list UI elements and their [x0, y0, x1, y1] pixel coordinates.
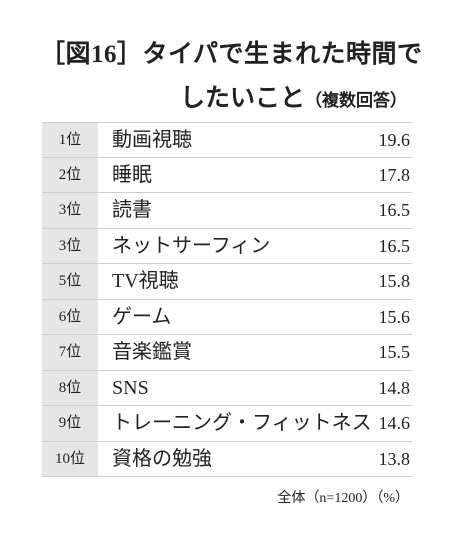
value: 14.6 — [378, 413, 411, 433]
item: 動画視聴 — [112, 129, 192, 151]
item: 音楽鑑賞 — [112, 341, 192, 363]
title-text: したいこと — [179, 85, 305, 112]
title-line2: したいこと（複数回答） — [180, 78, 407, 114]
value: 15.5 — [378, 342, 411, 362]
footer: 全体（n=1200）（%） — [277, 487, 409, 507]
table-row: 10位 資格の勉強 13.8 — [42, 441, 412, 477]
table-row: 9位 トレーニング・フィットネス 14.6 — [42, 406, 412, 442]
table-row: 3位 読書 16.5 — [42, 193, 412, 229]
rank: 1位 — [42, 123, 98, 157]
value: 16.5 — [378, 200, 411, 220]
table-row: 7位 音楽鑑賞 15.5 — [42, 335, 412, 371]
rank: 7位 — [42, 335, 98, 370]
table-row: 2位 睡眠 17.8 — [42, 157, 412, 193]
rank: 6位 — [42, 299, 98, 334]
rank: 3位 — [42, 228, 98, 263]
sample-size: 全体（n=1200） — [277, 491, 377, 506]
value: 15.6 — [378, 306, 411, 327]
item: TV視聴 — [112, 270, 179, 292]
rank: 10位 — [42, 441, 98, 476]
note: （複数回答） — [305, 91, 407, 110]
rank: 9位 — [42, 406, 98, 441]
item: 睡眠 — [112, 163, 152, 186]
table-row: 8位 SNS 14.8 — [42, 370, 412, 406]
rank: 3位 — [42, 193, 98, 228]
title: ［図16］タイパで生まれた時間で — [40, 41, 423, 68]
item: 資格の勉強 — [112, 447, 212, 470]
item: ネットサーフィン — [112, 234, 271, 257]
value: 16.5 — [378, 235, 411, 256]
unit: （%） — [376, 491, 409, 506]
table-row: 5位 TV視聴 15.8 — [42, 264, 412, 300]
item: SNS — [112, 376, 149, 399]
table-row: 6位 ゲーム 15.6 — [42, 299, 412, 335]
value: 17.8 — [378, 164, 411, 185]
value: 13.8 — [378, 448, 411, 469]
item: ゲーム — [112, 305, 172, 328]
table-row: 3位 ネットサーフィン 16.5 — [42, 228, 412, 264]
item: トレーニング・フィットネス — [112, 412, 372, 434]
rank: 5位 — [42, 264, 98, 299]
value: 19.6 — [378, 130, 411, 150]
value: 14.8 — [378, 377, 411, 398]
ranking-table: 1位 動画視聴 19.6 2位 睡眠 17.8 3位 読書 16.5 3位 ネットサーフィン 16.5… — [42, 122, 412, 477]
rank: 8位 — [42, 370, 98, 405]
item: 読書 — [112, 199, 152, 221]
table-row: 1位 動画視聴 19.6 — [42, 122, 412, 158]
value: 15.8 — [378, 271, 411, 291]
rank: 2位 — [42, 157, 98, 192]
